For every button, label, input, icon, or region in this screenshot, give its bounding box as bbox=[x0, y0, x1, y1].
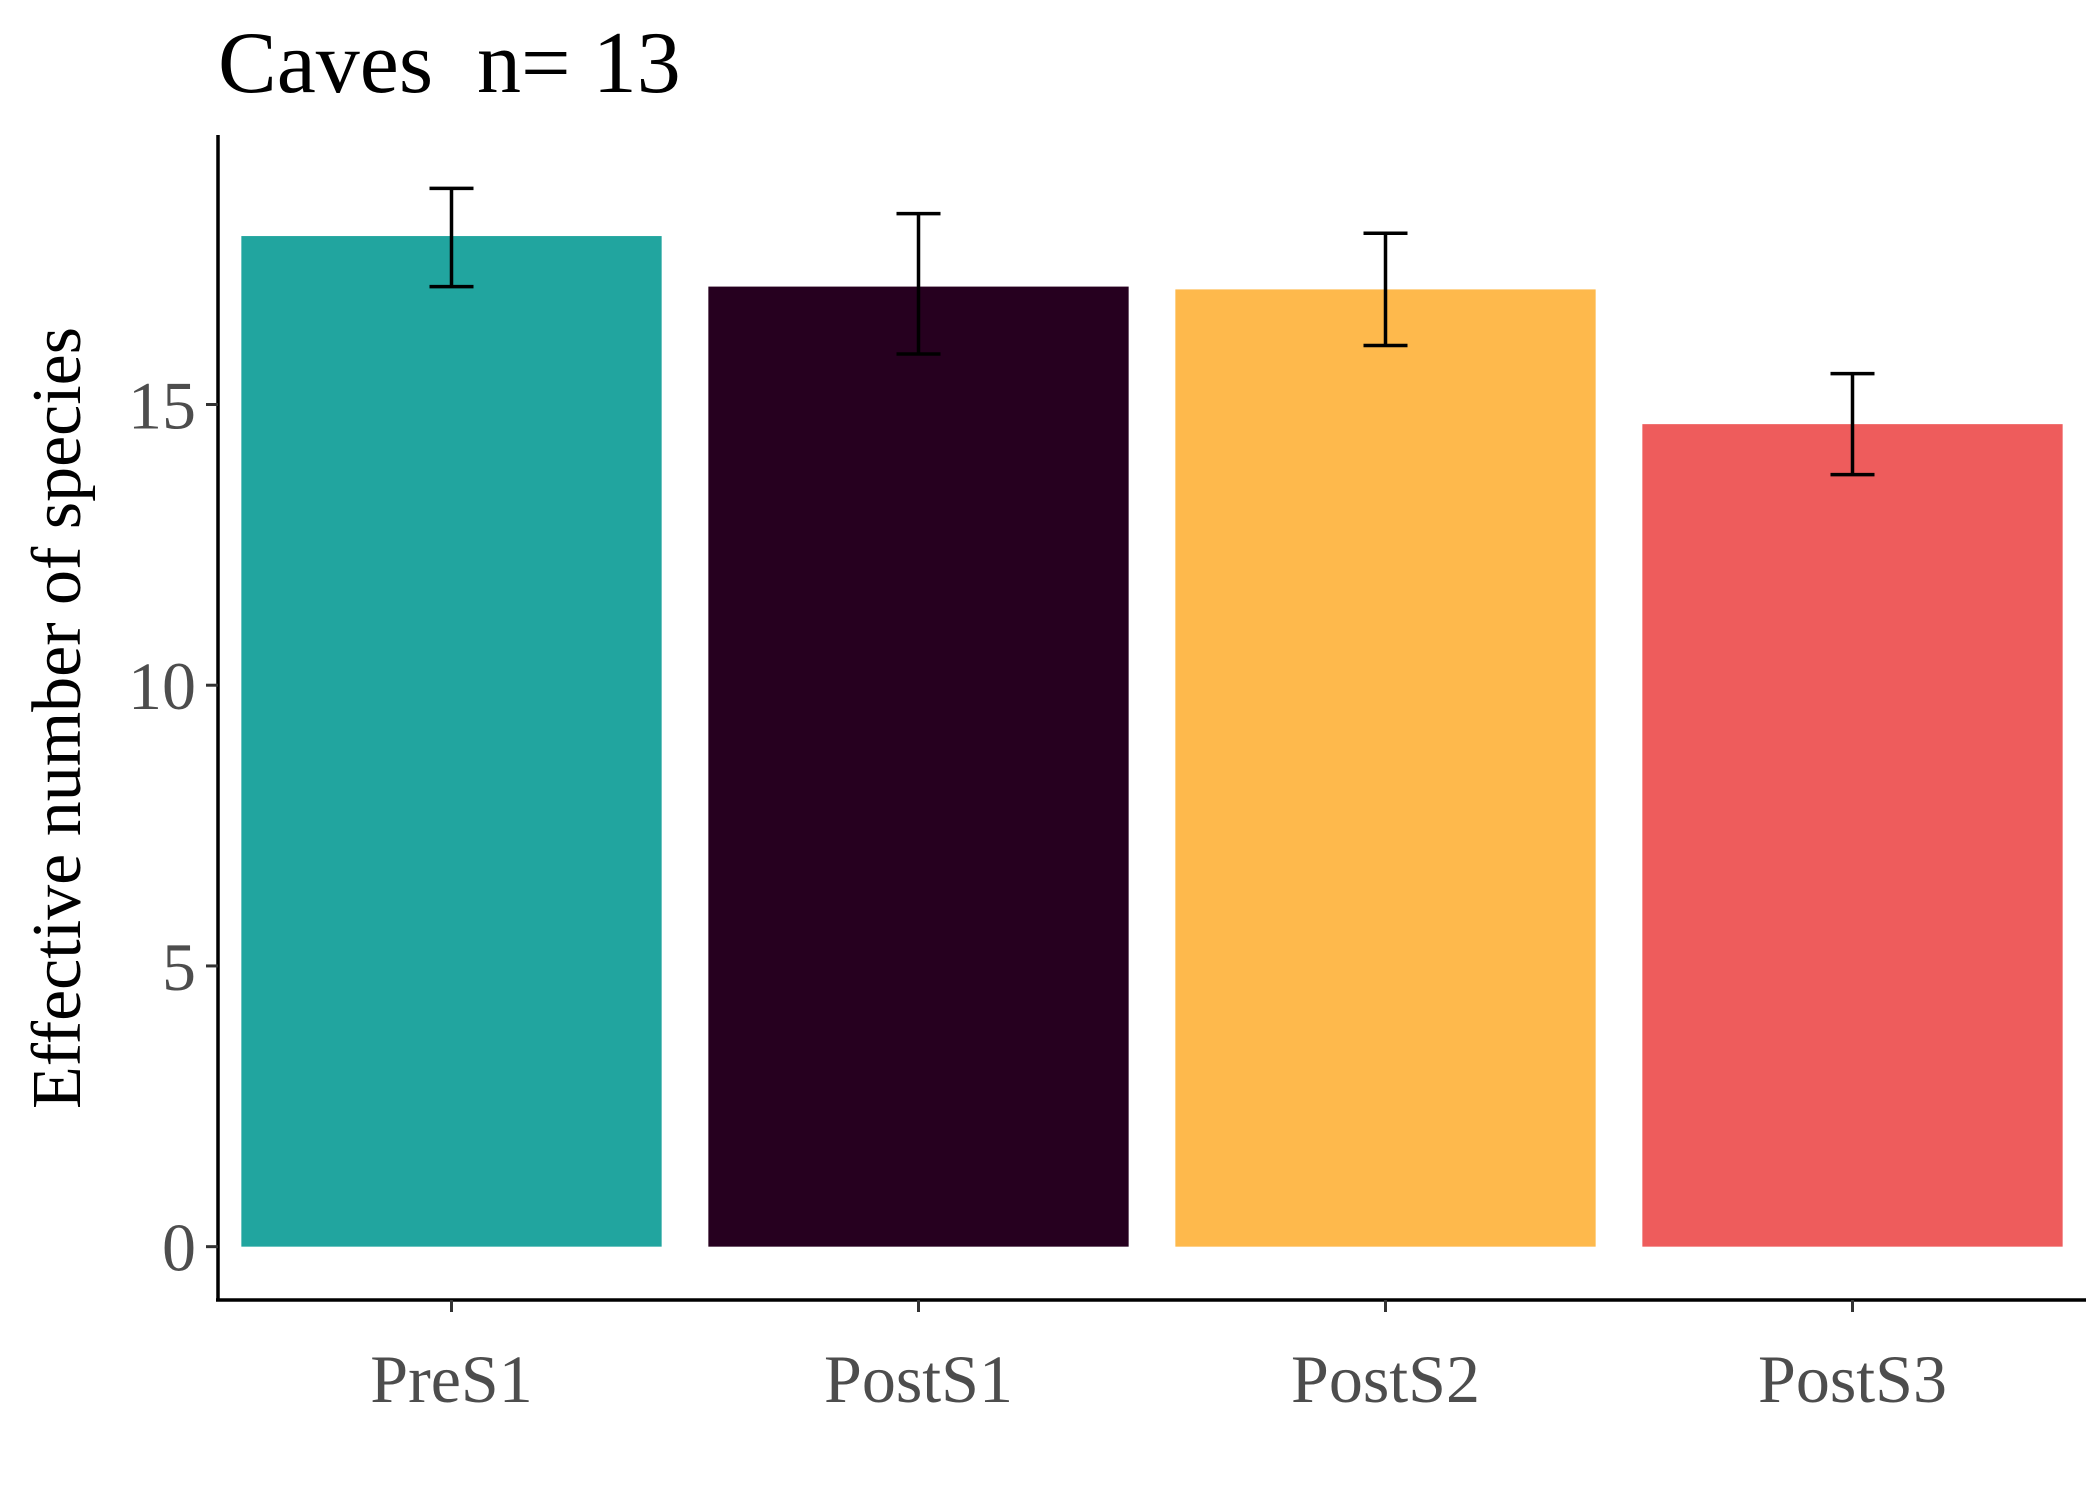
bar-posts2 bbox=[1175, 289, 1596, 1247]
bar-pres1 bbox=[241, 236, 662, 1247]
error-bar-posts3 bbox=[1830, 371, 1875, 477]
axes-layer bbox=[216, 135, 2086, 1302]
error-bar-pres1 bbox=[429, 186, 474, 289]
x-tick-label: PreS1 bbox=[370, 1341, 532, 1417]
bar-posts3 bbox=[1642, 424, 2063, 1247]
error-bars-layer bbox=[429, 186, 1875, 477]
x-tick-label: PostS3 bbox=[1758, 1341, 1947, 1417]
x-tick-label: PostS2 bbox=[1291, 1341, 1480, 1417]
x-ticks-layer: PreS1 PostS1 PostS2 PostS3 bbox=[370, 1300, 1947, 1417]
y-tick-label: 15 bbox=[128, 367, 196, 443]
chart-title: Caves n= 13 bbox=[218, 15, 681, 112]
y-tick-label: 0 bbox=[162, 1210, 196, 1286]
x-tick-label: PostS1 bbox=[824, 1341, 1013, 1417]
bars-layer bbox=[241, 236, 2063, 1247]
error-bar-posts1 bbox=[896, 211, 941, 356]
y-axis-label: Effective number of species bbox=[19, 327, 96, 1109]
y-tick-label: 5 bbox=[162, 929, 196, 1005]
error-bar-posts2 bbox=[1363, 231, 1408, 348]
y-ticks-layer: 0 5 10 15 bbox=[128, 367, 218, 1286]
y-tick-label: 10 bbox=[128, 648, 196, 724]
bar-posts1 bbox=[708, 286, 1129, 1247]
